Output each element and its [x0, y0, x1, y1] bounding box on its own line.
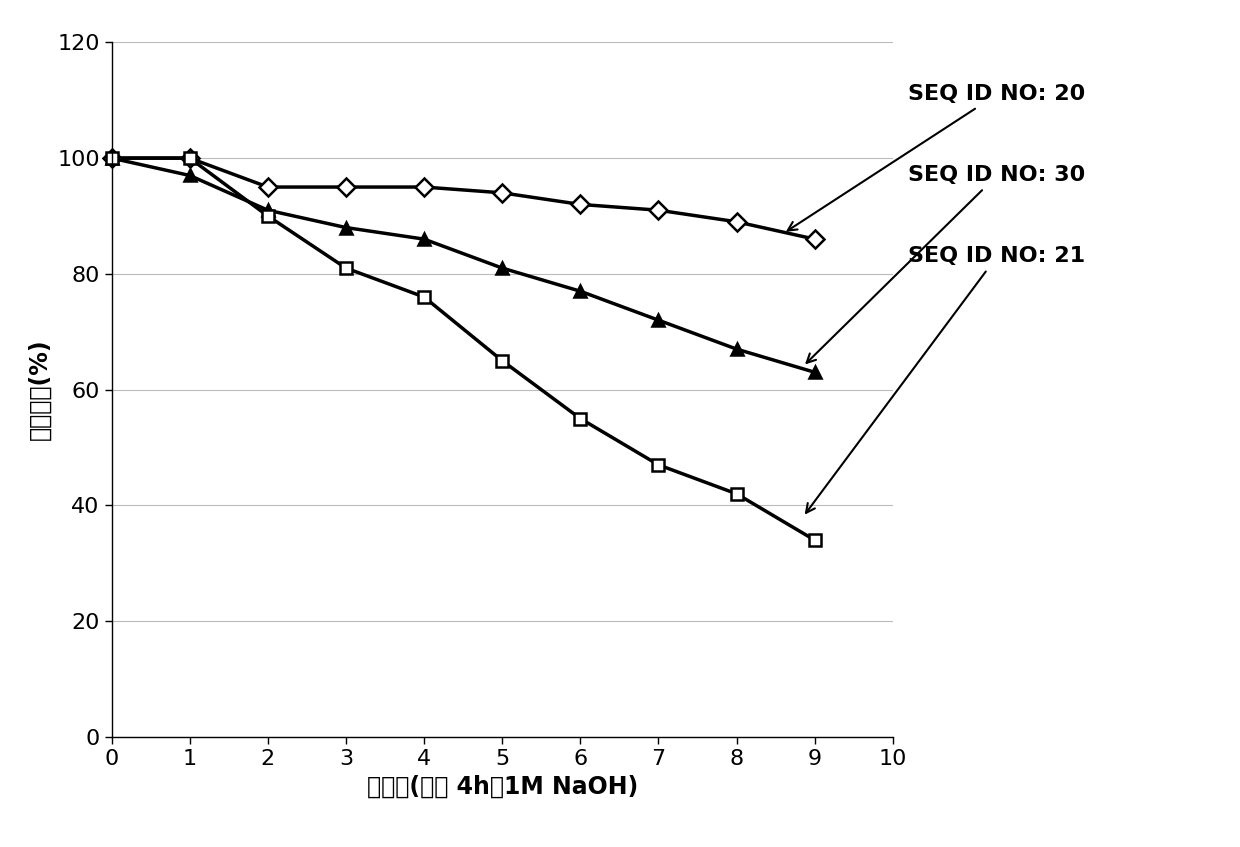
Text: SEQ ID NO: 21: SEQ ID NO: 21	[806, 246, 1085, 512]
Y-axis label: 剩余能力(%): 剩余能力(%)	[27, 339, 52, 440]
Text: SEQ ID NO: 20: SEQ ID NO: 20	[787, 85, 1086, 230]
Text: SEQ ID NO: 30: SEQ ID NO: 30	[806, 165, 1086, 363]
X-axis label: 循环数(各自 4h，1M NaOH): 循环数(各自 4h，1M NaOH)	[367, 774, 637, 798]
